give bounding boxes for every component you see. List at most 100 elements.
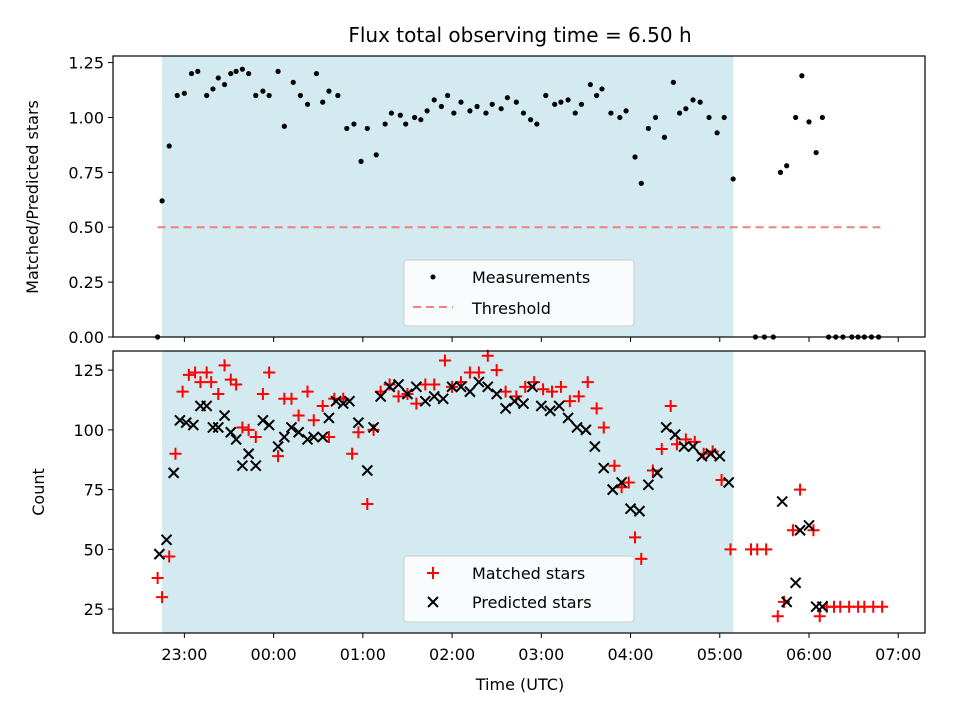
matched-point	[182, 368, 195, 381]
predicted-point	[263, 419, 275, 431]
matched-point	[176, 385, 189, 398]
matched-point	[499, 385, 512, 398]
measurement-point	[358, 158, 364, 164]
predicted-point	[473, 376, 485, 388]
measurement-point	[730, 176, 736, 182]
measurement-point	[458, 99, 464, 105]
predicted-point	[383, 381, 396, 393]
measurement-point	[344, 125, 350, 132]
predicted-point	[789, 577, 802, 589]
predicted-point	[153, 548, 166, 560]
matched-point	[218, 359, 231, 372]
predicted-point	[236, 460, 249, 472]
matched-point	[230, 378, 243, 391]
predicted-point	[553, 400, 565, 412]
measurement-point	[661, 134, 668, 140]
predicted-point	[464, 385, 476, 398]
measurement-point	[364, 125, 370, 132]
y-tick-label: 100	[73, 421, 104, 440]
predicted-point	[606, 483, 619, 496]
measurement-point	[483, 110, 489, 116]
predicted-point	[308, 431, 320, 443]
matched-point	[597, 421, 610, 434]
matched-point	[151, 572, 164, 585]
predicted-point	[367, 421, 380, 434]
measurement-point	[594, 92, 600, 99]
predicted-point	[337, 397, 349, 410]
matched-point	[292, 409, 305, 422]
measurement-point	[233, 68, 239, 74]
measurement-point	[677, 110, 683, 116]
measurement-point	[777, 169, 784, 175]
predicted-point	[642, 479, 655, 491]
measurement-point	[578, 101, 585, 107]
measurement-point	[239, 66, 245, 72]
predicted-point	[535, 400, 548, 412]
measurement-point	[534, 121, 540, 127]
measurement-point	[498, 106, 504, 112]
matched-point	[301, 385, 314, 398]
matched-point	[156, 591, 169, 604]
measurement-point	[706, 114, 712, 121]
measurement-point	[813, 149, 819, 156]
matched-point	[285, 392, 298, 405]
matched-point	[622, 476, 635, 489]
predicted-point	[437, 393, 449, 405]
measurement-point	[335, 92, 341, 99]
x-tick-label: 07:00	[875, 645, 921, 664]
predicted-point	[285, 421, 298, 434]
x-tick-label: 23:00	[161, 645, 207, 664]
predicted-point	[410, 381, 423, 393]
bottom-x-ticks: 23:00 00:00 01:00 02:00 03:00 04:00 05:00 06:00…	[161, 633, 921, 664]
measurement-point	[412, 114, 418, 121]
matched-point	[212, 388, 225, 401]
measurement-point	[799, 73, 805, 79]
measurement-point	[652, 114, 659, 121]
measurement-point	[246, 70, 252, 77]
top-points	[155, 66, 882, 340]
measurement-point	[690, 97, 696, 103]
measurement-point	[683, 106, 689, 112]
matched-point	[307, 414, 320, 427]
measurement-point	[326, 88, 332, 94]
top-y-label: Matched/Predicted stars	[23, 100, 42, 294]
measurement-point	[528, 117, 534, 123]
predicted-point	[392, 378, 405, 391]
matched-point	[322, 431, 335, 444]
measurement-point	[599, 86, 605, 92]
legend-predicted-marker	[427, 596, 439, 608]
x-tick-label: 02:00	[429, 645, 475, 664]
predicted-point	[160, 534, 173, 546]
measurement-point	[228, 70, 234, 77]
predicted-point	[272, 440, 284, 453]
y-tick-label: 125	[73, 361, 104, 380]
measurement-point	[297, 92, 303, 99]
matched-point	[635, 552, 648, 565]
measurement-point	[313, 70, 320, 77]
predicted-point	[490, 388, 503, 400]
measurement-point	[608, 110, 614, 116]
measurement-point	[572, 110, 578, 116]
predicted-point	[544, 405, 556, 417]
matched-point	[794, 483, 807, 496]
matched-point	[352, 426, 365, 439]
matched-point	[367, 423, 380, 436]
measurement-point	[159, 198, 165, 204]
measurement-point	[587, 81, 593, 88]
predicted-point	[212, 421, 224, 434]
measurement-point	[784, 163, 790, 169]
predicted-point	[316, 431, 329, 443]
y-tick-label: 0.50	[68, 218, 104, 237]
measurement-point	[195, 68, 201, 74]
matched-point	[205, 376, 218, 389]
top-panel: 0.00 0.25 0.50 0.75 1.00 1.25 Matched/Predict…	[23, 54, 926, 347]
predicted-point	[669, 428, 681, 441]
bottom-legend: Matched stars Predicted stars	[403, 555, 635, 623]
matched-point	[472, 366, 485, 379]
matched-point	[194, 376, 207, 389]
predicted-point	[187, 419, 200, 431]
predicted-point	[705, 448, 717, 460]
measurement-point	[714, 130, 720, 136]
measurement-point	[520, 110, 527, 116]
x-tick-label: 04:00	[607, 645, 653, 664]
